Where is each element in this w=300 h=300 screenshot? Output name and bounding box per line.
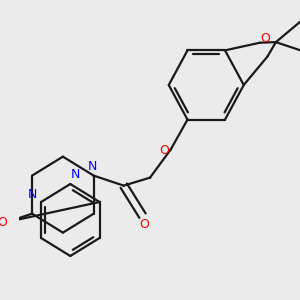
Text: O: O bbox=[0, 216, 7, 229]
Text: O: O bbox=[159, 144, 169, 157]
Text: O: O bbox=[261, 32, 271, 45]
Text: N: N bbox=[70, 169, 80, 182]
Text: N: N bbox=[28, 188, 37, 202]
Text: O: O bbox=[140, 218, 149, 231]
Text: N: N bbox=[88, 160, 98, 173]
